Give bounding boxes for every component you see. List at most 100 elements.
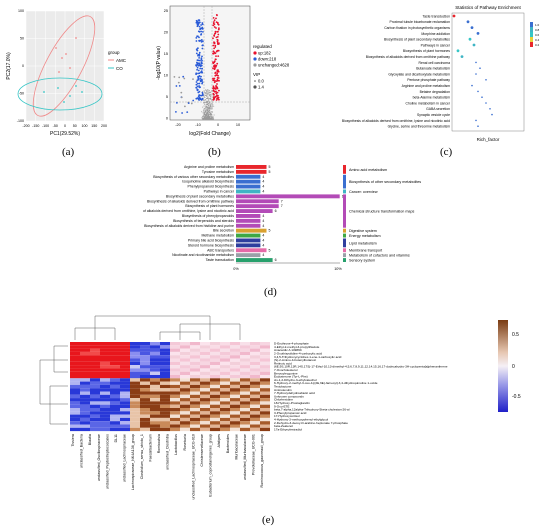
volcano-point-unchanged — [203, 116, 205, 118]
volcano-point-unchanged — [204, 106, 206, 108]
heatmap-cell — [100, 417, 110, 422]
heatmap-cell — [180, 351, 190, 356]
volcano-point-up — [213, 34, 215, 37]
volcano-point-unchanged — [211, 104, 213, 105]
heatmap-cell — [240, 421, 250, 425]
heatmap-column-label: Roseburia — [183, 434, 187, 450]
panel-label-a: (a) — [62, 146, 75, 158]
volcano-point-unchanged — [204, 109, 206, 111]
heatmap-cell — [260, 351, 270, 356]
heatmap-cell — [100, 404, 110, 408]
heatmap-cell — [230, 368, 240, 372]
heatmap-cell — [250, 342, 260, 346]
heatmap-cell — [190, 355, 200, 359]
heatmap-cell — [100, 351, 110, 356]
heatmap-cell — [210, 348, 220, 352]
heatmap-cell — [230, 421, 240, 425]
heatmap-cell — [70, 342, 80, 346]
volcano-point-up — [216, 14, 218, 17]
heatmap-cell — [180, 384, 190, 389]
volcano-point-unchanged — [213, 105, 215, 107]
volcano-point-unchanged — [212, 111, 214, 113]
heatmap-cell — [100, 381, 110, 385]
heatmap-row-label: (S)-2-Amino-4-butenylbutanoic — [274, 358, 317, 362]
heatmap-column-label: Bacteroides — [226, 434, 230, 453]
heatmap-cell — [150, 345, 160, 349]
heatmap-cell — [130, 424, 140, 428]
heatmap-cell — [210, 401, 220, 405]
heatmap-cell — [140, 361, 150, 366]
heatmap-cell — [170, 375, 180, 379]
heatmap-cell — [230, 417, 240, 422]
enrichment-pathway-label: Biosynthesis of alkaloids derived from o… — [342, 119, 450, 123]
heatmap-cell — [170, 378, 180, 382]
volcano-point-outlier — [187, 102, 190, 104]
heatmap-column-label: Muribaculaceae — [234, 434, 238, 459]
heatmap-cell — [190, 368, 200, 372]
heatmap-cell — [160, 378, 170, 382]
kegg-pathway-label: Biosynthesis of alkaloids derived from o… — [147, 199, 234, 203]
heatmap-cell — [170, 384, 180, 389]
volcano-point-down — [197, 97, 199, 99]
kegg-pathway-label: ABC transporters — [207, 248, 234, 252]
volcano-point-unchanged — [209, 112, 211, 113]
heatmap-cell — [220, 368, 230, 372]
heatmap-row-label: 3,4,5-Trihydroxycyclohex-1-ene-1-carboxy… — [274, 355, 342, 359]
volcano-point-down — [200, 24, 202, 26]
heatmap-column-label: Ruminococcus_gauvreauii_group — [260, 434, 264, 487]
volcano-point-down — [200, 99, 203, 101]
heatmap-column-label: unclassified_Bacteria — [80, 434, 84, 468]
heatmap-cell — [200, 394, 210, 399]
volcano-point-up — [217, 23, 220, 26]
volcano-point-unchanged — [211, 118, 213, 120]
heatmap-cell — [260, 401, 270, 405]
kegg-pathway-label: Taste transduction — [206, 258, 234, 262]
heatmap-cell — [220, 401, 230, 405]
heatmap-column-label: unclassified_Clostridia — [166, 434, 170, 470]
volcano-point-down — [195, 86, 198, 89]
heatmap-cell — [80, 424, 90, 428]
heatmap-cell — [200, 414, 210, 418]
enrichment-point — [470, 26, 474, 29]
kegg-pathway-label: Methane metabolism — [202, 234, 235, 238]
heatmap-cell — [210, 371, 220, 375]
enrichment-pathway-label: beta-Alanine metabolism — [413, 96, 450, 100]
pca-x-tick: -200 — [22, 124, 29, 128]
heatmap-cell — [90, 404, 100, 408]
heatmap-cell — [210, 355, 220, 359]
heatmap-cell — [200, 384, 210, 389]
heatmap-cell — [120, 391, 130, 395]
heatmap-cell — [140, 381, 150, 385]
heatmap-cell — [220, 414, 230, 418]
kegg-pathway-label: Nicotinate and nicotinamide metabolism — [172, 253, 234, 257]
heatmap-column-label: unclassified_Peptostreptococcales — [105, 434, 109, 489]
volcano-point-unchanged — [203, 90, 205, 92]
heatmap-cell — [170, 427, 180, 432]
volcano-point-unchanged — [207, 114, 209, 116]
heatmap-row-label: 4-Ethyl-2-methyl-3-propylthiazole — [274, 345, 320, 349]
heatmap-cell — [250, 411, 260, 415]
up-legend-label: up:182 — [258, 51, 271, 56]
volcano-point-up — [217, 55, 220, 57]
enrichment-point — [452, 14, 456, 18]
heatmap-cell — [120, 388, 130, 392]
volcano-point-up — [215, 92, 218, 95]
heatmap-cell — [90, 378, 100, 382]
volcano-point-unchanged — [213, 114, 215, 116]
kegg-group-bracket — [343, 258, 346, 262]
heatmap-cell — [220, 408, 230, 412]
volcano-point-unchanged — [210, 114, 212, 116]
volcano-point-unchanged — [207, 102, 209, 104]
heatmap-cell — [170, 401, 180, 405]
enrichment-point — [472, 43, 476, 47]
heatmap-cell — [120, 414, 130, 418]
volcano-point-unchanged — [209, 110, 211, 112]
heatmap-cell — [130, 388, 140, 392]
heatmap-cell — [220, 351, 230, 356]
heatmap-cell — [120, 424, 130, 428]
heatmap-cell — [190, 371, 200, 375]
volcano-point-unchanged — [206, 89, 208, 91]
volcano-point-unchanged — [208, 99, 210, 101]
heatmap-cell — [80, 355, 90, 359]
heatmap-cell — [220, 381, 230, 385]
